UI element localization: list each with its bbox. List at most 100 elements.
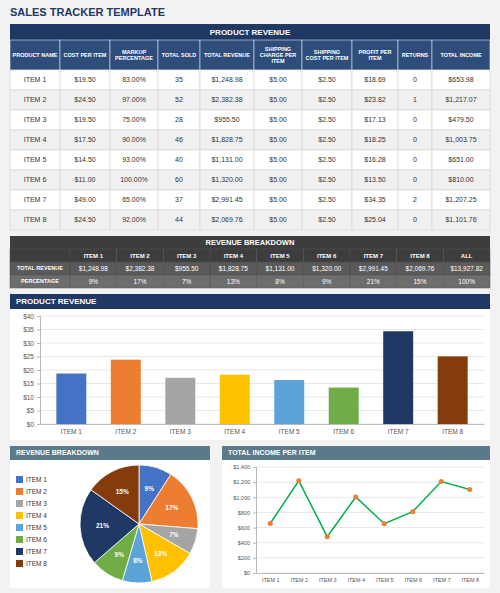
table-cell xyxy=(432,210,490,230)
legend-swatch xyxy=(16,476,23,483)
table-cell xyxy=(352,110,398,130)
column-header-cell xyxy=(398,40,432,70)
cell-value: 52 xyxy=(175,96,183,103)
table-cell xyxy=(254,110,302,130)
cell-value: $1,828.75 xyxy=(211,136,242,143)
grid-line xyxy=(40,383,484,384)
table-cell xyxy=(302,210,352,230)
row-label: ITEM 8 xyxy=(24,216,47,223)
cell-value: $479.50 xyxy=(448,116,473,123)
pie-slice xyxy=(139,474,198,528)
plot-background xyxy=(222,460,490,588)
row-label: ITEM 2 xyxy=(24,96,47,103)
panel-header-band xyxy=(222,446,490,460)
bar xyxy=(165,378,195,424)
column-header-line: PERCENTAGE xyxy=(115,55,153,61)
cell-value: $1,131.00 xyxy=(211,156,242,163)
x-tick-label: ITEM 1 xyxy=(61,428,82,435)
legend-label: ITEM 5 xyxy=(26,524,47,531)
cell-value: 93.00% xyxy=(122,156,146,163)
bar xyxy=(329,388,359,424)
y-tick-mark xyxy=(37,370,40,371)
y-tick: $0 xyxy=(244,570,256,576)
y-tick-mark xyxy=(253,512,256,513)
table-cell xyxy=(443,262,490,275)
marker xyxy=(410,509,415,514)
header-cell xyxy=(350,249,397,262)
grid-line xyxy=(256,542,484,543)
slice-label: 13% xyxy=(154,550,167,557)
cell-value: $11.00 xyxy=(75,176,96,183)
x-tick-label: ITEM 3 xyxy=(319,577,337,583)
grid-line xyxy=(256,467,484,468)
cell-value: $1,320.00 xyxy=(312,265,341,272)
y-tick: $10 xyxy=(23,394,40,401)
table-cell xyxy=(10,150,60,170)
cell-value: 7% xyxy=(182,278,192,285)
legend-entry: ITEM 6 xyxy=(16,536,47,543)
row-label-cell xyxy=(10,262,70,275)
y-tick-label: $15 xyxy=(23,380,34,387)
y-tick-label: $35 xyxy=(23,326,34,333)
cell-value: $5.00 xyxy=(269,196,287,203)
column-header: TOTAL SOLD xyxy=(162,52,197,58)
table-cell xyxy=(398,210,432,230)
cell-value: 13% xyxy=(227,278,240,285)
y-tick: $0 xyxy=(27,421,40,428)
cell-value: 44 xyxy=(175,216,183,223)
cell-value: 2 xyxy=(413,196,417,203)
column-header-line: COST PER ITEM xyxy=(306,55,349,61)
cell-value: 65.00% xyxy=(122,196,146,203)
table-cell xyxy=(60,110,110,130)
y-tick-mark xyxy=(37,343,40,344)
table-cell xyxy=(254,210,302,230)
legend-entry: ITEM 4 xyxy=(16,512,47,519)
column-header: ITEM 8 xyxy=(410,253,430,259)
x-tick: ITEM 1 xyxy=(61,424,82,435)
table-cell xyxy=(10,170,60,190)
grid-line xyxy=(256,497,484,498)
y-tick: $600 xyxy=(238,525,256,531)
y-tick-mark xyxy=(253,528,256,529)
y-tick: $1,200 xyxy=(233,479,256,485)
cell-value: 21% xyxy=(367,278,380,285)
y-tick-mark xyxy=(253,467,256,468)
table-cell xyxy=(302,150,352,170)
table-cell xyxy=(158,190,200,210)
y-tick-label: $20 xyxy=(23,367,34,374)
row-label-cell xyxy=(10,275,70,288)
table-cell xyxy=(158,150,200,170)
table-cell xyxy=(257,262,304,275)
legend-entry: ITEM 7 xyxy=(16,548,47,555)
y-tick: $20 xyxy=(23,367,40,374)
table-cell xyxy=(10,70,60,90)
y-tick-mark xyxy=(37,411,40,412)
column-header-line: ITEM xyxy=(271,58,285,64)
y-tick-mark xyxy=(253,497,256,498)
legend-entry: ITEM 2 xyxy=(16,488,47,495)
column-header-line: ITEM xyxy=(368,55,382,61)
product-table: PRODUCT REVENUEPRODUCT NAMECOST PER ITEM… xyxy=(10,24,490,230)
grid-line xyxy=(256,557,484,558)
table-cell xyxy=(10,110,60,130)
x-axis-line xyxy=(257,573,485,574)
legend-swatch xyxy=(16,524,23,531)
table-cell xyxy=(397,262,444,275)
cell-value: $5.00 xyxy=(269,136,287,143)
table-cell xyxy=(210,262,257,275)
cell-value: $955.50 xyxy=(214,116,239,123)
table-cell xyxy=(200,150,254,170)
cell-value: 92.00% xyxy=(122,216,146,223)
x-tick-label: ITEM 3 xyxy=(170,428,191,435)
table-cell xyxy=(254,190,302,210)
table-cell xyxy=(432,90,490,110)
grid-line xyxy=(40,410,484,411)
table-cell xyxy=(158,70,200,90)
table-cell xyxy=(352,150,398,170)
table-cell xyxy=(302,70,352,90)
cell-value: $2.50 xyxy=(318,136,336,143)
y-tick-label: $30 xyxy=(23,340,34,347)
cell-value: $2,069.76 xyxy=(406,265,435,272)
table-cell xyxy=(200,110,254,130)
table-cell xyxy=(398,150,432,170)
